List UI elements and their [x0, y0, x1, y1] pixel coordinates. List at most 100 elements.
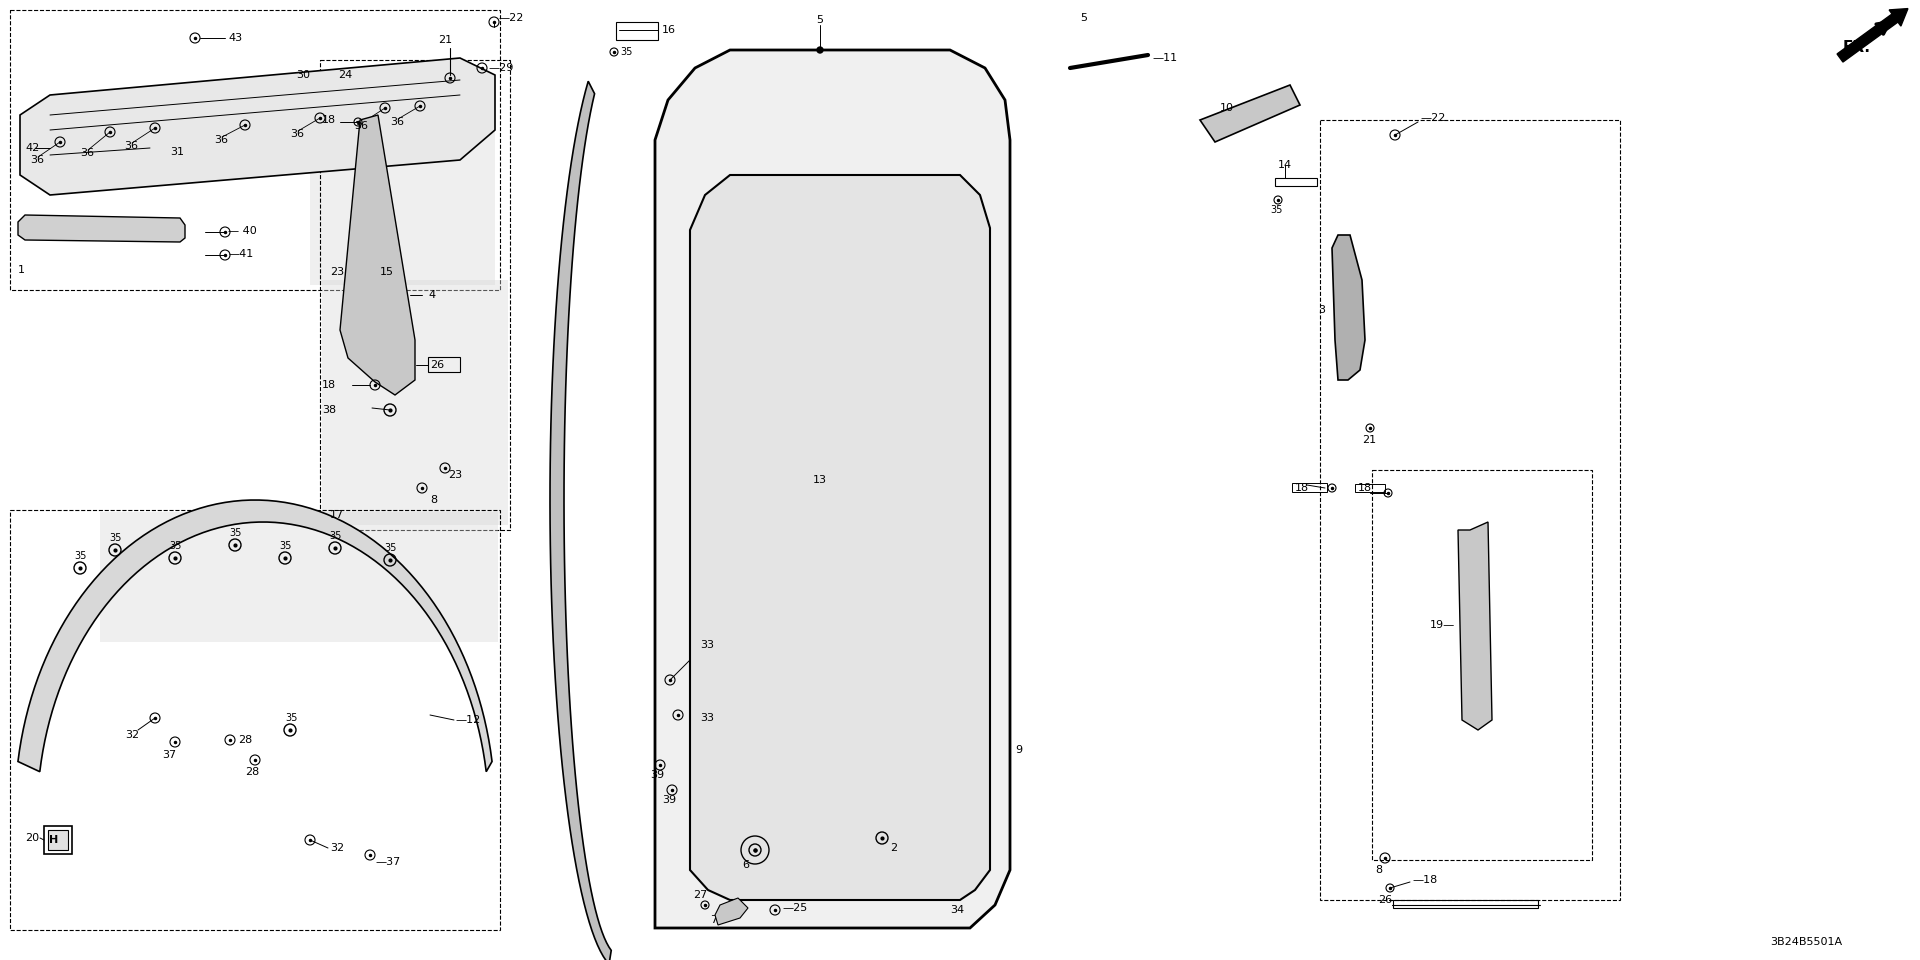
Text: 36: 36	[353, 121, 369, 131]
Text: 9: 9	[1016, 745, 1021, 755]
Text: 38: 38	[323, 405, 336, 415]
Text: —25: —25	[781, 903, 806, 913]
Text: H: H	[50, 835, 60, 845]
Text: 27: 27	[693, 890, 707, 900]
Text: 35: 35	[384, 543, 396, 553]
Text: 20: 20	[25, 833, 38, 843]
Text: 42: 42	[25, 143, 38, 153]
Text: 4: 4	[428, 290, 436, 300]
Text: 31: 31	[171, 147, 184, 157]
Text: 36: 36	[390, 117, 403, 127]
Polygon shape	[17, 500, 492, 772]
Text: 3B24B5501A: 3B24B5501A	[1770, 937, 1841, 947]
Text: —12: —12	[455, 715, 480, 725]
Text: 39: 39	[651, 770, 664, 780]
Text: 35: 35	[75, 551, 86, 561]
Text: 43: 43	[228, 33, 242, 43]
Text: 24: 24	[338, 70, 351, 80]
Text: 6: 6	[741, 860, 749, 870]
Bar	[10, 10, 499, 290]
Text: 3: 3	[1317, 305, 1325, 315]
Text: 28: 28	[238, 735, 252, 745]
Text: 35: 35	[620, 47, 632, 57]
FancyArrow shape	[1837, 9, 1908, 62]
Bar	[1373, 470, 1592, 860]
Polygon shape	[549, 82, 611, 960]
Polygon shape	[1457, 522, 1492, 730]
Polygon shape	[655, 50, 1010, 928]
Text: 35: 35	[228, 528, 242, 538]
Text: —22: —22	[497, 13, 524, 23]
Polygon shape	[17, 215, 184, 242]
Bar	[1292, 483, 1327, 492]
Text: 7: 7	[710, 915, 718, 925]
Text: 14: 14	[1279, 160, 1292, 170]
Text: 28: 28	[246, 767, 259, 777]
Text: 19—: 19—	[1430, 620, 1455, 630]
Text: 36: 36	[81, 148, 94, 158]
Text: 16: 16	[662, 25, 676, 35]
Polygon shape	[1332, 235, 1365, 380]
Text: —37: —37	[374, 857, 399, 867]
Text: —11: —11	[1152, 53, 1177, 63]
Bar	[1356, 484, 1384, 492]
Text: 13: 13	[812, 475, 828, 485]
Text: 35: 35	[1269, 205, 1283, 215]
Text: 35: 35	[169, 541, 180, 551]
Text: 35: 35	[284, 713, 298, 723]
Text: 23: 23	[330, 267, 344, 277]
Bar	[100, 512, 334, 642]
Text: 36: 36	[125, 141, 138, 151]
Text: 17: 17	[330, 510, 344, 520]
Text: 8: 8	[430, 495, 438, 505]
Bar	[1394, 900, 1538, 908]
Text: 32: 32	[330, 843, 344, 853]
Bar	[334, 512, 497, 642]
Bar	[309, 120, 495, 285]
Text: 34: 34	[950, 905, 964, 915]
Text: 37: 37	[161, 750, 177, 760]
Text: 21: 21	[438, 35, 451, 45]
Text: 26: 26	[1379, 895, 1392, 905]
Text: 32: 32	[125, 730, 138, 740]
Text: 26: 26	[430, 360, 444, 370]
Text: 36: 36	[31, 155, 44, 165]
Polygon shape	[714, 898, 749, 925]
Polygon shape	[19, 58, 495, 195]
Bar	[1275, 178, 1317, 186]
Text: 35: 35	[278, 541, 292, 551]
Text: 18: 18	[323, 380, 336, 390]
Text: 33: 33	[701, 640, 714, 650]
Text: 5: 5	[816, 15, 824, 25]
Text: 8: 8	[1375, 865, 1382, 875]
Text: —18: —18	[1411, 875, 1438, 885]
Text: 23: 23	[447, 470, 463, 480]
Bar	[48, 830, 67, 850]
Text: 18: 18	[1357, 483, 1373, 493]
Text: 35: 35	[328, 531, 342, 541]
Text: 36: 36	[213, 135, 228, 145]
Text: 1: 1	[17, 265, 25, 275]
Text: —22: —22	[1421, 113, 1446, 123]
Text: 33: 33	[701, 713, 714, 723]
Text: —41: —41	[228, 249, 253, 259]
Polygon shape	[689, 175, 991, 900]
Text: 39: 39	[662, 795, 676, 805]
Text: 35: 35	[109, 533, 121, 543]
Bar	[44, 826, 73, 854]
Circle shape	[818, 47, 824, 53]
Text: FR.: FR.	[1843, 40, 1870, 56]
Text: 10: 10	[1219, 103, 1235, 113]
Bar	[428, 357, 461, 372]
Bar	[1321, 120, 1620, 900]
Text: 36: 36	[290, 129, 303, 139]
Text: 18: 18	[1294, 483, 1309, 493]
Text: 21: 21	[1361, 435, 1377, 445]
Bar	[10, 510, 499, 930]
Polygon shape	[340, 115, 415, 395]
Text: 30: 30	[296, 70, 309, 80]
Text: 5: 5	[1079, 13, 1087, 23]
Bar	[321, 60, 511, 530]
Text: 2: 2	[891, 843, 897, 853]
Bar	[616, 22, 659, 40]
